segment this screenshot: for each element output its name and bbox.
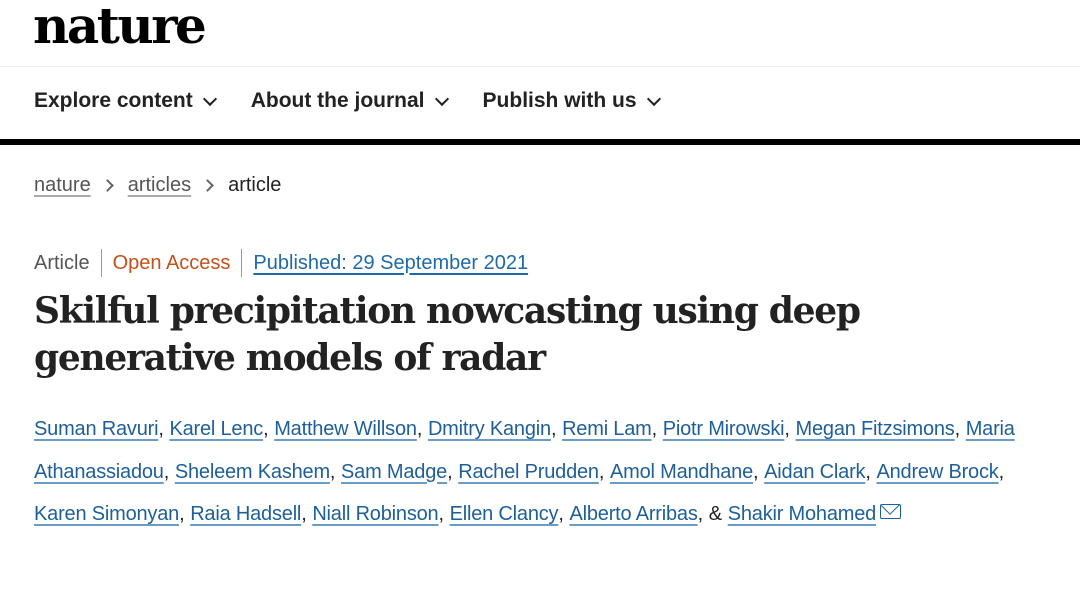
author-link[interactable]: Alberto Arribas [569, 503, 698, 525]
author-link[interactable]: Megan Fitzsimons [795, 418, 955, 440]
author-link[interactable]: Ellen Clancy [449, 503, 559, 525]
divider [100, 249, 102, 277]
mail-icon[interactable] [880, 504, 902, 519]
author-link[interactable]: Niall Robinson [312, 503, 439, 525]
published-date-link[interactable]: Published: 29 September 2021 [253, 251, 529, 274]
author-link[interactable]: Rachel Prudden [458, 460, 599, 483]
main-nav: Explore content About the journal Publis… [34, 89, 661, 113]
author-link[interactable]: Dmitry Kangin [427, 418, 551, 440]
author-list: Suman Ravuri, Karel Lenc, Matthew Willso… [34, 418, 1015, 525]
author-link[interactable]: Sam Madge [341, 460, 448, 483]
author-link[interactable]: Piotr Mirowski [662, 418, 785, 440]
author-link-corresponding[interactable]: Shakir Mohamed [727, 503, 877, 525]
header-bar [0, 139, 1080, 145]
nav-label: About the journal [250, 89, 425, 112]
chevron-down-icon [646, 91, 661, 106]
header-divider [0, 66, 1080, 67]
breadcrumb-current: article [228, 174, 282, 196]
open-access-badge: Open Access [112, 251, 231, 274]
nav-explore-content[interactable]: Explore content [34, 89, 217, 113]
breadcrumb: nature articles article [34, 174, 281, 197]
nav-label: Explore content [34, 89, 193, 112]
chevron-down-icon [434, 91, 449, 106]
author-link[interactable]: Maria Athanassiadou [34, 418, 1015, 483]
author-link[interactable]: Raia Hadsell [190, 503, 302, 525]
author-link[interactable]: Remi Lam [562, 418, 652, 440]
article-meta: Article Open Access Published: 29 Septem… [34, 249, 528, 277]
nav-publish-with-us[interactable]: Publish with us [482, 89, 661, 113]
divider [241, 249, 243, 277]
author-link[interactable]: Suman Ravuri [34, 418, 159, 440]
author-link[interactable]: Aidan Clark [764, 460, 866, 483]
article-title: Skilful precipitation nowcasting using d… [34, 290, 861, 379]
breadcrumb-articles[interactable]: articles [127, 174, 192, 196]
chevron-right-icon [100, 179, 114, 192]
chevron-right-icon [201, 179, 214, 192]
ampersand: & [708, 503, 723, 525]
nature-logo[interactable]: nature [33, 0, 207, 55]
author-link[interactable]: Andrew Brock [876, 460, 999, 483]
author-link[interactable]: Amol Mandhane [609, 460, 754, 483]
author-link[interactable]: Matthew Willson [274, 418, 417, 440]
author-link[interactable]: Karen Simonyan [34, 503, 180, 525]
nav-label: Publish with us [482, 89, 637, 112]
nav-about-journal[interactable]: About the journal [250, 89, 449, 113]
author-link[interactable]: Karel Lenc [169, 418, 264, 440]
author-link[interactable]: Sheleem Kashem [174, 460, 330, 483]
breadcrumb-nature[interactable]: nature [34, 174, 91, 196]
article-type: Article [34, 251, 90, 274]
chevron-down-icon [202, 91, 217, 106]
